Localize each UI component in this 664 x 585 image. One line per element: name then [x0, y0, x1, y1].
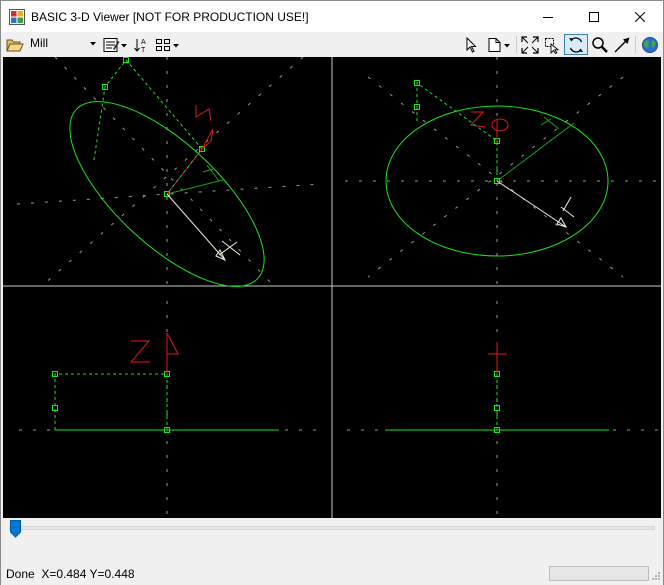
viewport-isometric[interactable] — [3, 57, 331, 316]
title-bar[interactable]: BASIC 3-D Viewer [NOT FOR PRODUCTION USE… — [1, 1, 663, 32]
crosshair-guides — [16, 57, 322, 286]
toolpath-rapid-move — [93, 59, 203, 195]
axis-triad — [129, 332, 179, 374]
playback-slider[interactable] — [1, 518, 663, 563]
magnifier-icon — [592, 36, 608, 53]
toolbar-separator — [635, 36, 636, 53]
status-message: Done — [6, 567, 35, 581]
options-menu-button[interactable] — [102, 34, 128, 55]
rotate-icon — [569, 36, 583, 53]
layout-menu-button[interactable] — [154, 34, 180, 55]
machine-type-value: Mill — [30, 36, 48, 50]
slider-track[interactable] — [9, 526, 655, 530]
toolpath-rapid-move — [416, 82, 498, 181]
pan-view-button[interactable] — [612, 34, 632, 55]
status-line: Done X=0.484 Y=0.448 — [6, 567, 135, 581]
globe-icon — [642, 36, 658, 53]
toolpath-circle — [69, 101, 265, 287]
toolbar: Mill A T — [1, 32, 663, 57]
fit-extents-icon — [521, 35, 539, 54]
axis-triad — [488, 342, 507, 374]
new-view-menu-button[interactable] — [485, 34, 513, 55]
zoom-button[interactable] — [590, 34, 610, 55]
options-icon — [103, 37, 127, 52]
progress-bar — [549, 566, 649, 581]
resize-grip-icon[interactable] — [651, 571, 661, 583]
toolpath-points — [52, 371, 170, 433]
window-title: BASIC 3-D Viewer [NOT FOR PRODUCTION USE… — [31, 10, 309, 24]
app-icon — [9, 9, 25, 25]
minimize-icon — [543, 16, 553, 18]
minimize-button[interactable] — [525, 1, 571, 32]
sort-button[interactable]: A T — [132, 34, 152, 55]
maximize-button[interactable] — [571, 1, 617, 32]
status-bar: Done X=0.484 Y=0.448 — [1, 563, 663, 585]
chevron-down-icon — [90, 42, 96, 46]
machine-type-dropdown[interactable]: Mill — [28, 34, 98, 55]
grid-layout-icon — [156, 38, 179, 51]
cursor-coordinates: X=0.484 Y=0.448 — [41, 567, 135, 581]
toolpath-circle — [385, 105, 609, 257]
select-tool-button[interactable] — [463, 34, 481, 55]
slider-thumb[interactable] — [10, 520, 21, 538]
toolpath-points — [414, 80, 500, 184]
viewport-top-right[interactable] — [345, 57, 659, 285]
sort-icon: A T — [134, 38, 146, 53]
toolbar-separator — [516, 36, 517, 53]
document-icon — [488, 37, 510, 52]
folder-open-icon — [6, 39, 24, 51]
close-button[interactable] — [617, 1, 663, 32]
rotate-view-button[interactable] — [564, 34, 588, 55]
web-button[interactable] — [639, 34, 661, 55]
axis-triad — [166, 105, 241, 262]
maximize-icon — [589, 11, 599, 22]
crosshair-guides — [19, 301, 323, 515]
pointer-icon — [466, 36, 477, 53]
toolpath-rapid-move — [54, 373, 168, 430]
viewport-front[interactable] — [19, 301, 323, 515]
viewport-canvas — [3, 57, 661, 518]
svg-text:A: A — [141, 39, 146, 46]
fit-view-button[interactable] — [519, 34, 541, 55]
open-file-button[interactable] — [4, 34, 26, 55]
toolpath-points — [102, 57, 205, 197]
zoom-window-icon — [545, 37, 560, 54]
crosshair-guides — [347, 301, 659, 515]
crosshair-guides — [345, 57, 659, 285]
svg-text:T: T — [141, 47, 146, 53]
axis-triad — [469, 111, 575, 228]
zoom-window-button[interactable] — [542, 34, 562, 55]
viewport-side[interactable] — [347, 301, 659, 515]
diagonal-arrow-icon — [614, 37, 630, 52]
viewport-grid[interactable] — [3, 57, 661, 518]
close-icon — [635, 11, 645, 22]
